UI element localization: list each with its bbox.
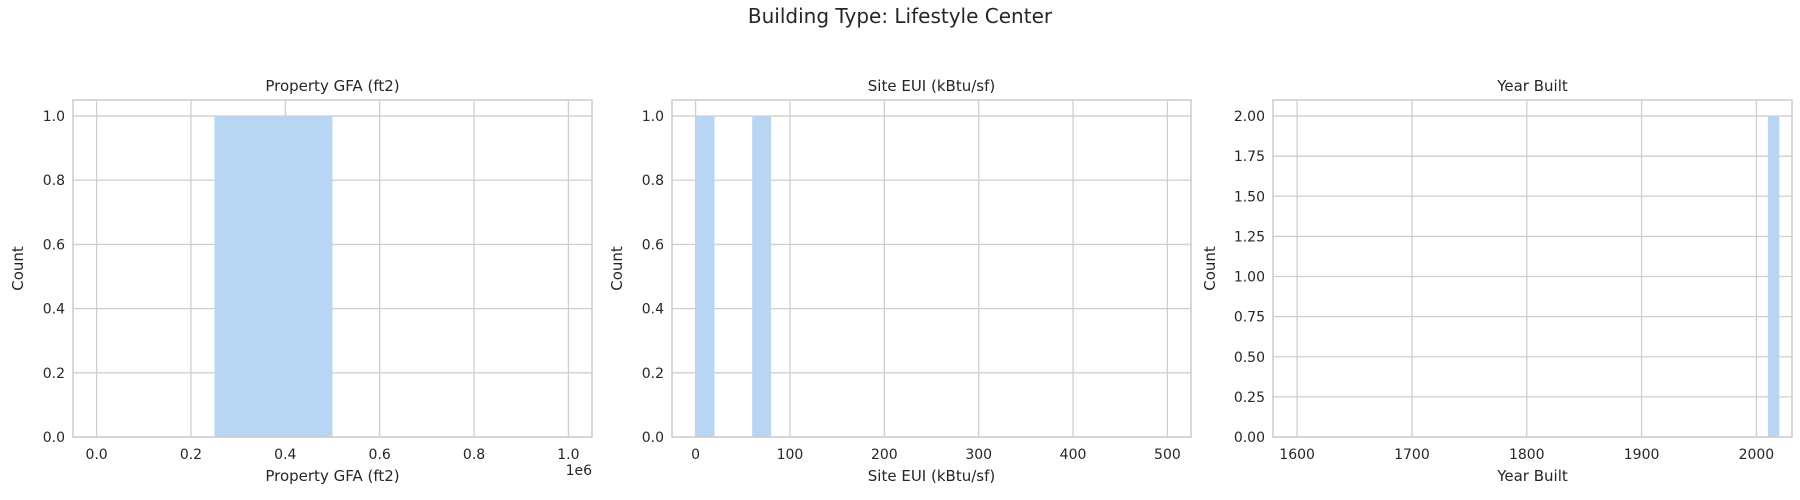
- y-tick-label: 1.0: [642, 109, 664, 125]
- x-tick-label: 1800: [1509, 447, 1545, 463]
- y-tick-label: 0.4: [43, 302, 65, 318]
- x-tick-label: 1900: [1624, 447, 1660, 463]
- y-axis-label: Count: [1201, 246, 1219, 291]
- y-tick-label: 0.2: [642, 366, 664, 382]
- y-tick-label: 0.00: [1234, 430, 1265, 446]
- chart-panel-3: 0.00 0.25 0.50 0.75 1.00 1.25 1.50 1.75 2.00 1600…: [1201, 77, 1793, 485]
- y-tick-label: 0.2: [43, 366, 65, 382]
- x-tick-label: 0: [691, 447, 700, 463]
- histogram-bar: [752, 116, 772, 438]
- y-tick-label: 1.50: [1234, 189, 1265, 205]
- histogram-bar: [695, 116, 715, 438]
- panel-title: Year Built: [1496, 77, 1568, 95]
- x-tick-label: 400: [1060, 447, 1087, 463]
- x-tick-label: 200: [871, 447, 898, 463]
- y-tick-label: 0.25: [1234, 390, 1265, 406]
- x-tick-label: 0.2: [180, 447, 202, 463]
- x-tick-label: 2000: [1739, 447, 1775, 463]
- plot-frame: [72, 99, 593, 438]
- y-tick-label: 1.25: [1234, 229, 1265, 245]
- panel-title: Site EUI (kBtu/sf): [868, 77, 995, 95]
- x-offset-text: 1e6: [566, 463, 593, 479]
- chart-panel-1: 0.0 0.2 0.4 0.6 0.8 1.0 0.0 0.2 0.4 0.6 0.8 1.0 Prop…: [9, 77, 593, 485]
- y-tick-label: 1.00: [1234, 270, 1265, 286]
- x-tick-label: 0.0: [85, 447, 107, 463]
- histogram-bar: [1767, 116, 1780, 438]
- y-tick-label: 0.6: [642, 237, 664, 253]
- x-axis-label: Property GFA (ft2): [265, 467, 399, 485]
- x-tick-label: 1600: [1279, 447, 1315, 463]
- y-tick-label: 1.0: [43, 109, 65, 125]
- panel-title: Property GFA (ft2): [265, 77, 399, 95]
- x-tick-label: 0.6: [369, 447, 391, 463]
- y-tick-label: 1.75: [1234, 149, 1265, 165]
- y-axis-label: Count: [9, 246, 27, 291]
- x-tick-label: 1.0: [557, 447, 579, 463]
- x-axis-label: Site EUI (kBtu/sf): [868, 467, 995, 485]
- figure-title: Building Type: Lifestyle Center: [747, 4, 1053, 28]
- histogram-bar: [214, 116, 333, 438]
- plot-frame: [1272, 99, 1793, 438]
- y-tick-label: 2.00: [1234, 109, 1265, 125]
- x-tick-label: 0.8: [463, 447, 485, 463]
- chart-panel-2: 0.0 0.2 0.4 0.6 0.8 1.0 0 100 200 300 400 500 Site E…: [608, 77, 1192, 485]
- x-tick-label: 0.4: [274, 447, 296, 463]
- x-tick-label: 100: [777, 447, 804, 463]
- y-tick-label: 0.50: [1234, 350, 1265, 366]
- y-tick-label: 0.0: [642, 430, 664, 446]
- y-tick-label: 0.4: [642, 302, 664, 318]
- x-tick-label: 500: [1154, 447, 1181, 463]
- x-axis-label: Year Built: [1496, 467, 1568, 485]
- y-axis-label: Count: [608, 246, 626, 291]
- y-tick-label: 0.8: [43, 173, 65, 189]
- plot-frame: [671, 99, 1192, 438]
- y-tick-label: 0.6: [43, 237, 65, 253]
- x-tick-label: 300: [965, 447, 992, 463]
- y-tick-label: 0.75: [1234, 310, 1265, 326]
- x-tick-label: 1700: [1394, 447, 1430, 463]
- y-tick-label: 0.0: [43, 430, 65, 446]
- y-tick-label: 0.8: [642, 173, 664, 189]
